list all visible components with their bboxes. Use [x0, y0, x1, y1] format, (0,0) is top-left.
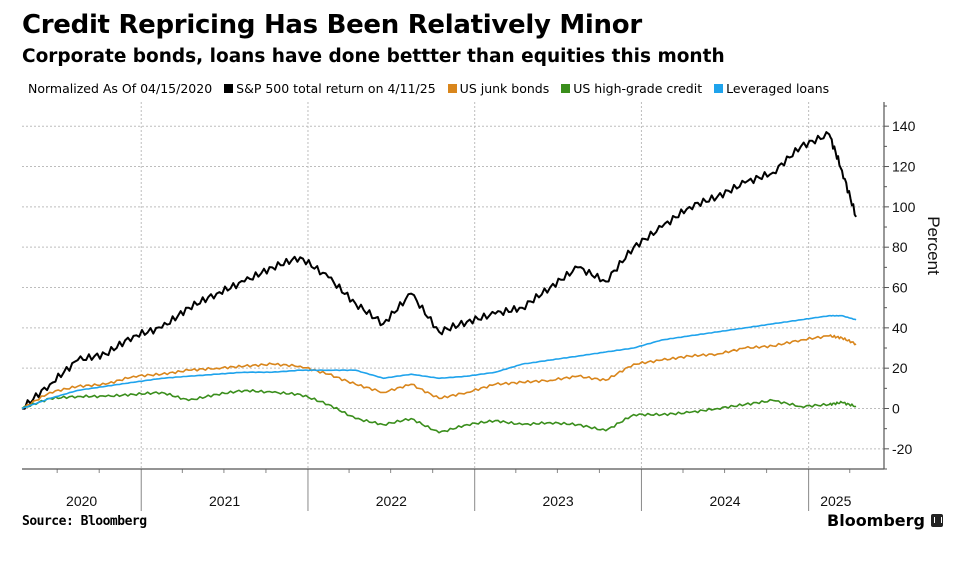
legend-swatch-leveraged-loans — [714, 84, 724, 93]
brand-name: Bloomberg — [827, 511, 925, 530]
y-tick-label: 80 — [892, 239, 908, 255]
legend-item-high-grade: US high-grade credit — [561, 81, 702, 96]
legend: Normalized As Of 04/15/2020 S&P 500 tota… — [28, 81, 841, 96]
x-tick-label: 2020 — [66, 493, 97, 509]
series-line-s-p-500-total-return-on-4-11-25 — [21, 131, 857, 410]
chart-title: Credit Repricing Has Been Relatively Min… — [22, 10, 642, 40]
legend-item-sp500: S&P 500 total return on 4/11/25 — [224, 81, 436, 96]
x-tick-label: 2021 — [209, 493, 240, 509]
bloomberg-brand: Bloomberg — [827, 511, 943, 530]
y-axis-title: Percent — [924, 216, 943, 275]
legend-label-junk-bonds: US junk bonds — [459, 81, 550, 96]
bloomberg-logo-icon — [931, 514, 943, 527]
normalization-note: Normalized As Of 04/15/2020 — [28, 81, 213, 96]
y-tick-label: 100 — [892, 199, 916, 215]
legend-label-leveraged-loans: Leveraged loans — [726, 81, 830, 96]
y-tick-label: 140 — [892, 118, 916, 134]
y-tick-label: 40 — [892, 320, 908, 336]
x-tick-label: 2024 — [709, 493, 740, 509]
x-tick-label: 2022 — [376, 493, 407, 509]
legend-item-junk-bonds: US junk bonds — [447, 81, 550, 96]
chart-subtitle: Corporate bonds, loans have done bettter… — [22, 46, 725, 67]
legend-label-sp500: S&P 500 total return on 4/11/25 — [236, 81, 436, 96]
x-tick-label: 2025 — [820, 493, 851, 509]
legend-item-leveraged-loans: Leveraged loans — [714, 81, 829, 96]
series-line-us-high-grade-credit — [21, 388, 857, 434]
y-tick-label: 60 — [892, 280, 908, 296]
source-note: Source: Bloomberg — [22, 514, 147, 529]
legend-swatch-junk-bonds — [447, 84, 457, 93]
legend-swatch-high-grade — [561, 84, 571, 93]
x-tick-label: 2023 — [542, 493, 573, 509]
series-line-leveraged-loans — [21, 314, 857, 410]
y-tick-label: 120 — [892, 159, 916, 175]
y-tick-label: 20 — [892, 360, 908, 376]
y-tick-label: 0 — [892, 401, 900, 417]
legend-label-high-grade: US high-grade credit — [573, 81, 703, 96]
y-tick-label: -20 — [892, 441, 912, 457]
legend-swatch-sp500 — [224, 84, 234, 93]
series-line-us-junk-bonds — [21, 334, 857, 410]
